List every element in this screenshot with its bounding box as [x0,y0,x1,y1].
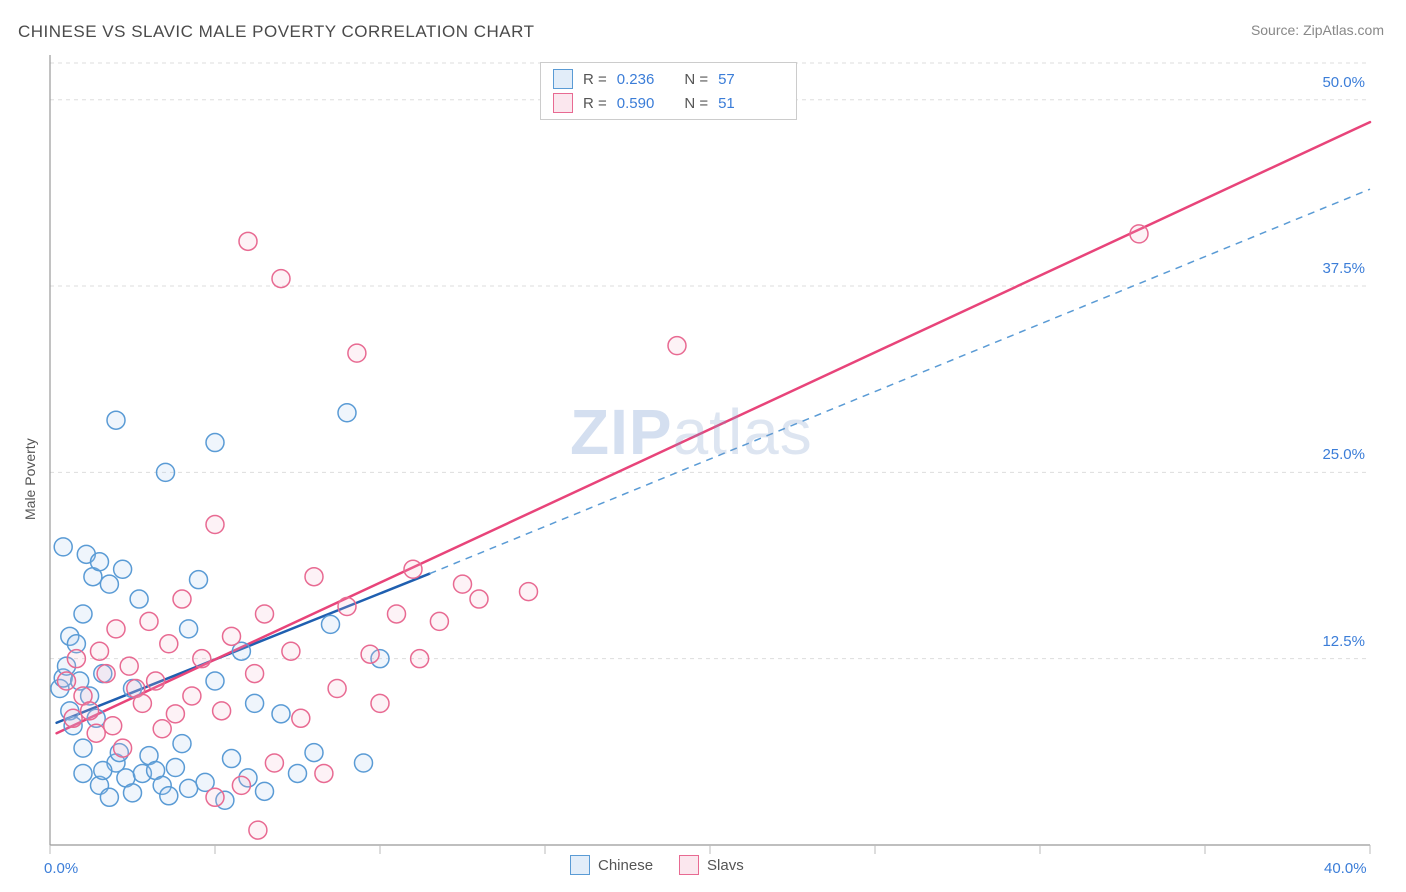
y-tick-label: 37.5% [1310,260,1365,277]
stat-legend-row: R = 0.590 N = 51 [541,91,796,115]
chart-container: CHINESE VS SLAVIC MALE POVERTY CORRELATI… [0,0,1406,892]
correlation-legend: R = 0.236 N = 57 R = 0.590 N = 51 [540,62,797,120]
r-value: 0.590 [617,95,655,112]
legend-item: Chinese [570,855,653,875]
n-value: 51 [718,95,735,112]
n-label: N = [684,95,708,112]
legend-label: Chinese [598,857,653,874]
r-label: R = [583,95,607,112]
y-tick-label: 12.5% [1310,633,1365,650]
legend-item: Slavs [679,855,744,875]
scatter-plot [0,0,1406,892]
series-legend: Chinese Slavs [570,855,744,875]
r-label: R = [583,71,607,88]
x-axis-min-label: 0.0% [44,860,78,877]
legend-swatch [570,855,590,875]
y-tick-label: 50.0% [1310,74,1365,91]
legend-swatch [553,93,573,113]
legend-swatch [553,69,573,89]
y-tick-label: 25.0% [1310,446,1365,463]
legend-label: Slavs [707,857,744,874]
legend-swatch [679,855,699,875]
x-axis-max-label: 40.0% [1324,860,1367,877]
n-value: 57 [718,71,735,88]
n-label: N = [684,71,708,88]
stat-legend-row: R = 0.236 N = 57 [541,67,796,91]
r-value: 0.236 [617,71,655,88]
